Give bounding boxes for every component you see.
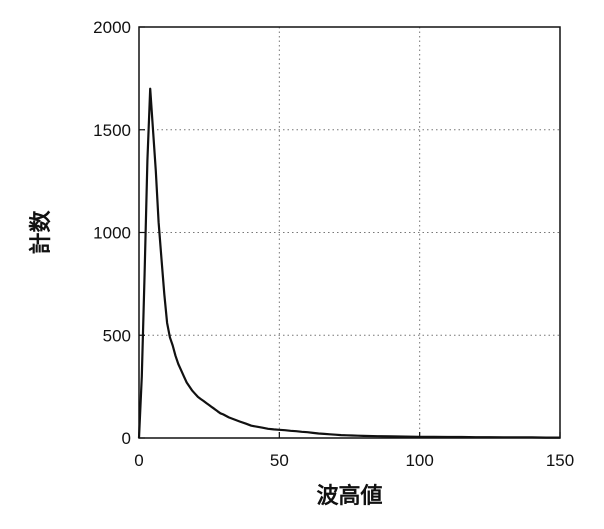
x-tick-label-1: 50: [270, 451, 289, 470]
y-tick-label-0: 0: [122, 429, 131, 448]
y-axis-title: 計数: [28, 210, 54, 255]
x-axis-title: 波高値: [316, 483, 382, 509]
y-tick-label-2: 1000: [93, 224, 131, 243]
gridlines: [139, 27, 560, 438]
x-tick-label-2: 100: [405, 451, 433, 470]
y-tick-label-3: 1500: [93, 121, 131, 140]
x-tick-label-0: 0: [134, 451, 143, 470]
series-line-0: [137, 87, 560, 439]
y-tick-label-4: 2000: [93, 18, 131, 37]
y-tick-label-1: 500: [103, 326, 131, 345]
x-tick-label-3: 150: [546, 451, 574, 470]
series-layer: [137, 87, 560, 439]
